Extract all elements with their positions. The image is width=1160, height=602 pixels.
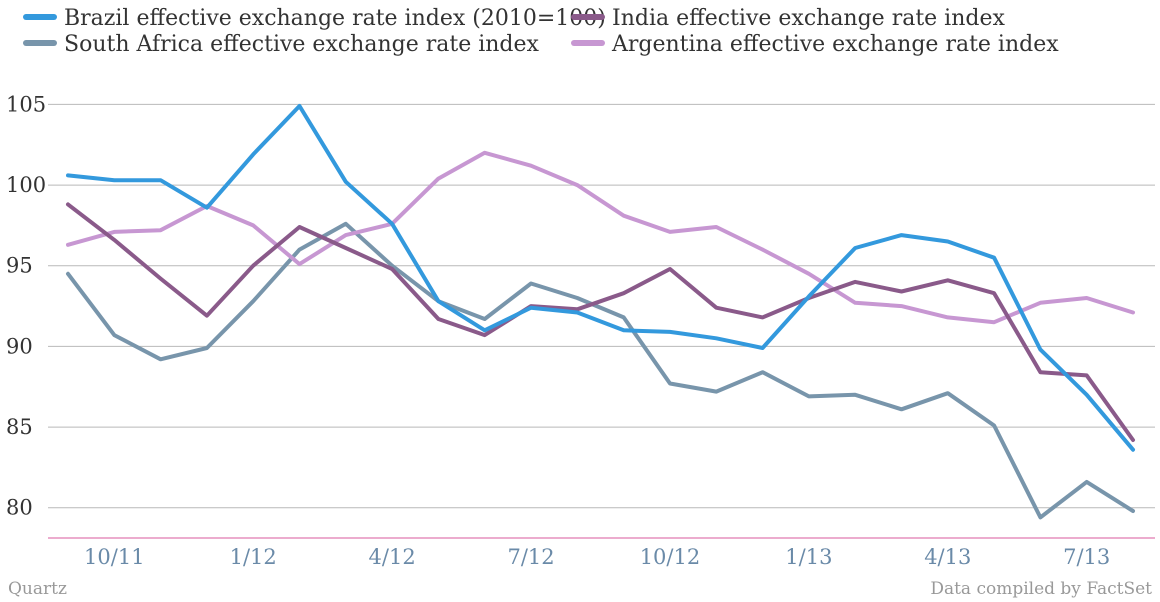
x-tick-label: 7/12 [507,545,554,569]
legend-item-india: India effective exchange rate index [571,6,1005,31]
series-line-south [66,221,1135,520]
x-tick-label: 7/13 [1063,545,1110,569]
legend-label: Argentina effective exchange rate index [611,32,1059,57]
series-line-argentina [66,150,1135,325]
y-tick-label: 90 [6,334,33,358]
x-tick-label: 10/11 [84,545,145,569]
series-line-brazil [66,104,1135,452]
legend-label: South Africa effective exchange rate ind… [64,32,540,57]
y-tick-label: 105 [6,92,46,116]
x-axis: 10/11 1/12 4/12 7/12 10/12 1/13 4/13 7/13 [48,537,1155,569]
x-tick-label: 4/13 [924,545,971,569]
x-tick-label: 1/13 [785,545,832,569]
chart-legend: Brazil effective exchange rate index (20… [23,6,1059,57]
x-tick-label: 10/12 [640,545,701,569]
series-line-india [66,202,1135,442]
chart-plot-area [66,104,1135,520]
source-credit-left: Quartz [8,579,67,599]
y-tick-label: 80 [6,496,33,520]
y-tick-label: 95 [6,254,33,278]
source-credit-right: Data compiled by FactSet [930,579,1152,599]
x-tick-label: 1/12 [230,545,277,569]
legend-item-brazil: Brazil effective exchange rate index (20… [23,6,606,31]
y-tick-label: 85 [6,415,33,439]
y-axis: 80 85 90 95 100 105 [6,92,46,519]
legend-item-south: South Africa effective exchange rate ind… [23,32,540,57]
legend-item-argentina: Argentina effective exchange rate index [571,32,1059,57]
x-tick-label: 4/12 [369,545,416,569]
y-tick-label: 100 [6,173,46,197]
chart-gridlines [48,103,1155,509]
legend-label: Brazil effective exchange rate index (20… [64,6,606,31]
legend-label: India effective exchange rate index [612,6,1005,31]
